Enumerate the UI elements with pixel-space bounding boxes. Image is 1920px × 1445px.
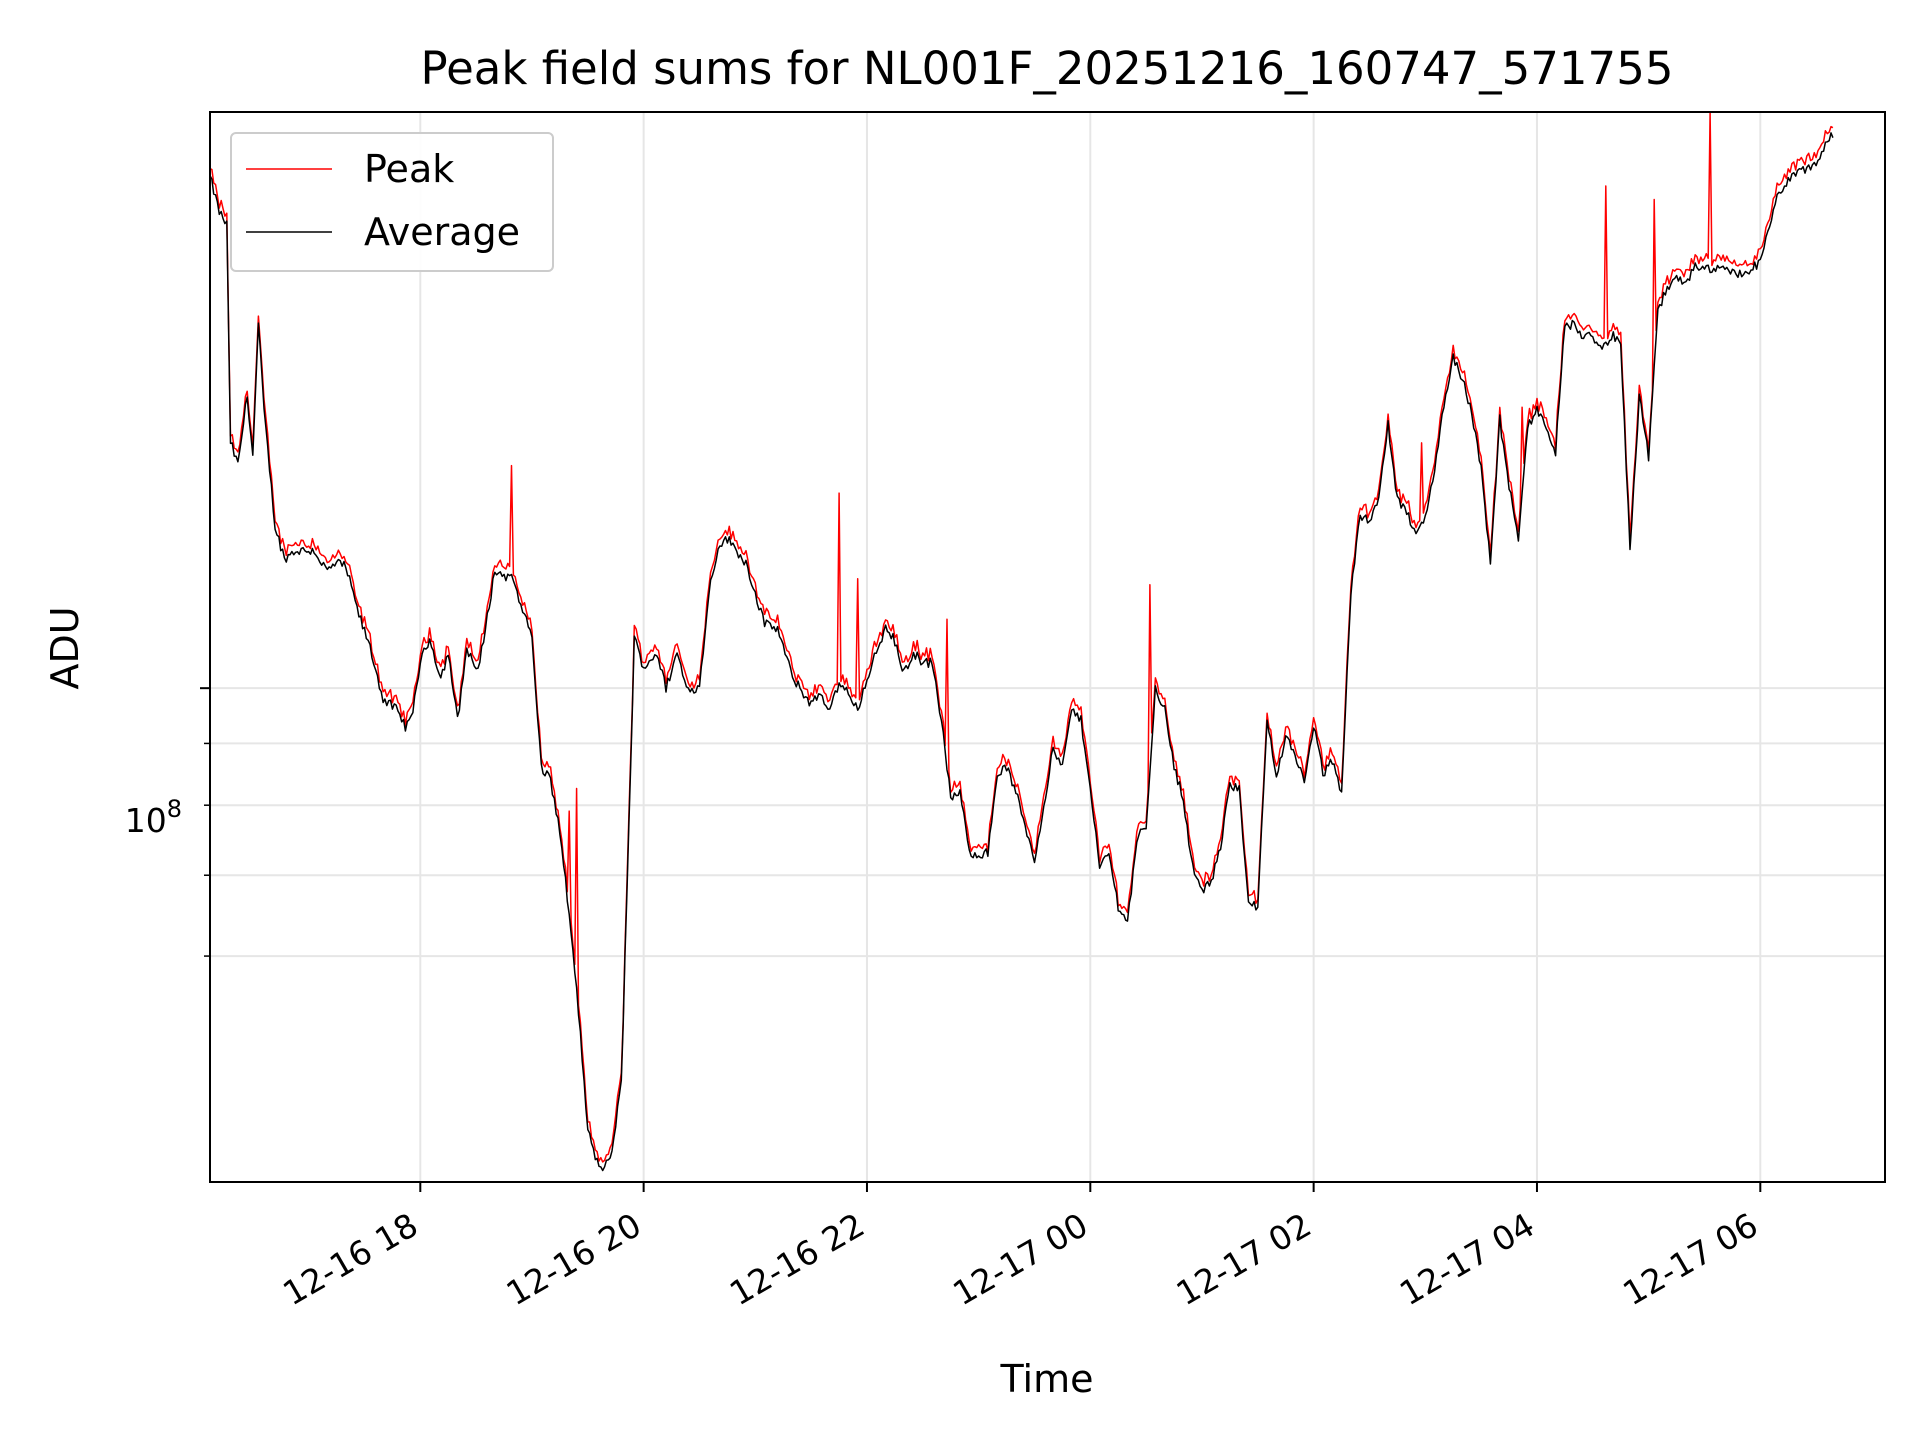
legend-label-peak: Peak <box>364 147 454 191</box>
legend-label-average: Average <box>364 210 520 254</box>
y-tick-label-major: 108 <box>125 795 182 840</box>
series-lines <box>209 111 1834 1172</box>
series-line-average <box>209 132 1834 1172</box>
x-axis-label: Time <box>1000 1357 1094 1401</box>
chart-title: Peak field sums for NL001F_20251216_1607… <box>421 42 1674 95</box>
y-axis-label: ADU <box>43 606 87 689</box>
legend: Peak Average <box>230 132 554 272</box>
y-tick-exponent: 8 <box>167 795 182 823</box>
grid-lines <box>210 112 1885 1182</box>
y-tick-base: 10 <box>125 801 167 840</box>
plot-frame <box>209 111 1886 1183</box>
legend-frame <box>230 132 554 272</box>
